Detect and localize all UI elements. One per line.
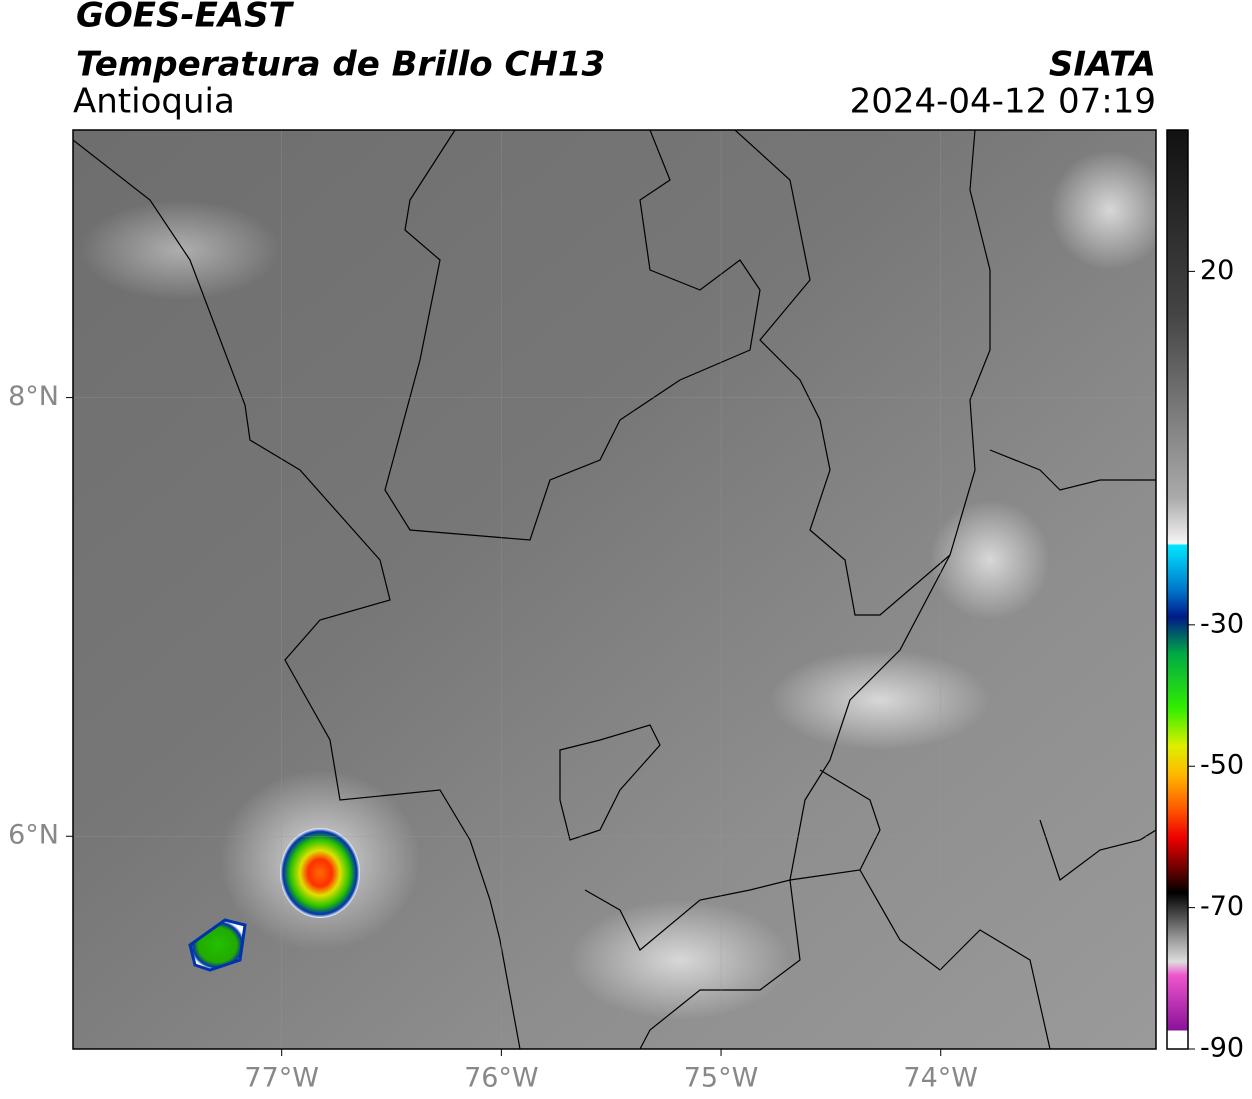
map-frame [72,129,1157,1050]
border [1039,819,1156,881]
lon-label: 77°W [244,1063,319,1094]
cloud [1050,150,1156,270]
lat-label: 6°N [8,820,59,851]
border [789,554,951,881]
storm-cell [280,828,360,918]
lat-label: 8°N [8,381,59,412]
cloud [80,200,280,300]
border [584,879,801,1049]
cloud [570,900,790,1020]
border [384,130,761,541]
colorbar [1166,129,1189,1050]
storm-cell [188,918,247,972]
border [859,869,1051,1049]
datetime: 2024-04-12 07:19 [850,82,1156,122]
border [989,449,1156,491]
lon-label: 76°W [464,1063,539,1094]
colorbar-label: -30 [1200,608,1244,639]
colorbar-label: 20 [1200,255,1234,286]
border [559,724,661,841]
lon-label: 74°W [903,1063,978,1094]
colorbar-label: -90 [1200,1033,1244,1064]
border [734,130,991,616]
imagery [73,130,1156,1049]
colorbar-label: -70 [1200,891,1244,922]
cloud [930,500,1050,620]
source: SIATA [1049,45,1156,85]
region: Antioquia [73,82,235,122]
title: GOES-EAST [76,0,295,36]
lon-label: 75°W [684,1063,759,1094]
cloud [770,650,990,750]
subtitle: Temperatura de Brillo CH13 [76,45,605,85]
border [73,139,521,1049]
ticks: 77°W 76°W 75°W 74°W 8°N 6°N [8,130,1156,1094]
colorbar-label: -50 [1200,750,1244,781]
